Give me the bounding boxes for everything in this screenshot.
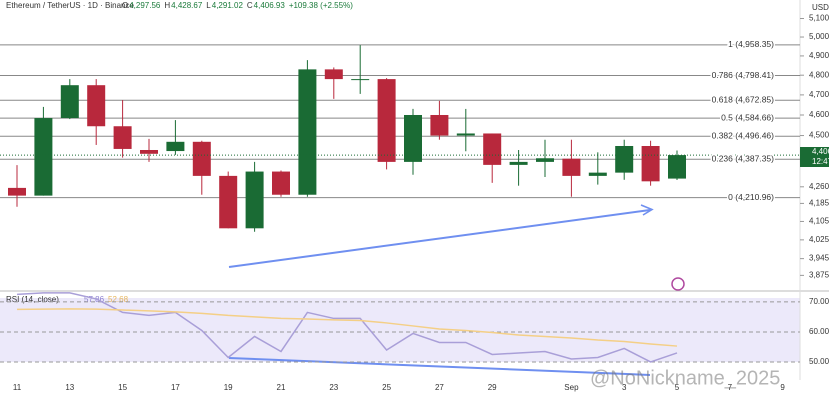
- price-tag-timer: 12:47: [812, 157, 829, 166]
- y-tick-label: 60.00: [809, 327, 829, 336]
- candle-body: [166, 141, 185, 152]
- logo-icon[interactable]: [671, 277, 685, 291]
- y-tick-label: 4,105: [809, 217, 829, 226]
- x-tick-label: 25: [382, 383, 391, 392]
- y-tick-label: 4,500: [809, 131, 829, 140]
- rsi-title: RSI (14, close): [6, 295, 59, 304]
- x-tick-label: 23: [329, 383, 338, 392]
- candle-body: [456, 133, 475, 136]
- candle-body: [272, 171, 290, 195]
- candle-body: [298, 69, 317, 195]
- candle-body: [245, 171, 264, 229]
- ohlc-key: C: [247, 1, 253, 10]
- trend-line: [228, 209, 651, 268]
- candle-body: [219, 175, 238, 229]
- x-tick-label: 27: [435, 383, 444, 392]
- rsi-line: [16, 308, 678, 347]
- ohlc-key: H: [164, 1, 170, 10]
- currency-label: USDT: [812, 3, 829, 12]
- y-tick-label: 4,800: [809, 70, 829, 79]
- candle-body: [60, 85, 79, 119]
- y-tick-label: 50.00: [809, 357, 829, 366]
- candle-body: [351, 79, 370, 81]
- y-tick-label: 4,025: [809, 235, 829, 244]
- candle-body: [536, 158, 554, 162]
- rsi-band: [0, 298, 800, 362]
- x-tick-label: 21: [277, 383, 286, 392]
- rsi-readout: 57.86: [84, 295, 105, 304]
- y-tick-label: 4,260: [809, 182, 829, 191]
- y-tick-label: 4,185: [809, 199, 829, 208]
- fib-label: 0.236 (4,387.35): [712, 154, 775, 164]
- x-tick-label: 29: [488, 383, 497, 392]
- candle-body: [430, 114, 449, 136]
- candle-body: [562, 158, 581, 176]
- y-tick-label: 4,700: [809, 90, 829, 99]
- candle-body: [377, 79, 396, 162]
- ohlc-value: 4,406.93: [254, 1, 286, 10]
- rsi-trend-line: [228, 357, 651, 376]
- y-tick-label: 3,945: [809, 254, 829, 263]
- candle-body: [404, 114, 422, 162]
- x-tick-label: 3: [622, 383, 627, 392]
- price-tag-price: 4,406: [812, 147, 829, 156]
- x-tick-label: 7: [728, 383, 733, 392]
- candle-body: [140, 149, 158, 154]
- x-tick-label: 15: [118, 383, 127, 392]
- candle-body: [615, 145, 634, 173]
- x-tick-label: 19: [224, 383, 233, 392]
- x-tick-label: 17: [171, 383, 180, 392]
- candle-body: [34, 118, 53, 196]
- candle-body: [87, 85, 106, 127]
- y-tick-label: 70.00: [809, 297, 829, 306]
- fib-label: 0.382 (4,496.46): [712, 131, 775, 141]
- ohlc-key: O: [122, 1, 128, 10]
- x-tick-label: Sep: [564, 383, 579, 392]
- x-tick-label: 5: [675, 383, 680, 392]
- candle-body: [113, 126, 132, 149]
- candle-body: [588, 172, 607, 176]
- candle-body: [324, 69, 343, 80]
- fib-label: 1 (4,958.35): [728, 39, 774, 49]
- watermark: @NoNickname_2025: [590, 367, 780, 389]
- candle-body: [509, 161, 528, 165]
- y-tick-label: 3,875: [809, 270, 829, 279]
- y-tick-label: 4,600: [809, 110, 829, 119]
- fib-label: 0 (4,210.96): [728, 192, 774, 202]
- x-tick-label: 11: [13, 383, 22, 392]
- ohlc-value: 4,428.67: [171, 1, 203, 10]
- ohlc-value: 4,297.56: [129, 1, 161, 10]
- candle-body: [192, 141, 211, 176]
- ohlc-key: L: [206, 1, 211, 10]
- fib-label: 0.618 (4,672.85): [712, 95, 775, 105]
- price-tag: [800, 147, 829, 167]
- change: +109.38 (+2.55%): [289, 1, 353, 10]
- y-tick-label: 5,000: [809, 32, 829, 41]
- candle-body: [668, 155, 686, 179]
- candle-body: [641, 145, 660, 182]
- fib-label: 0.786 (4,798.41): [712, 70, 775, 80]
- candle-body: [8, 187, 26, 196]
- y-tick-label: 4,900: [809, 51, 829, 60]
- ohlc-value: 4,291.02: [212, 1, 244, 10]
- x-tick-label: 9: [780, 383, 785, 392]
- y-tick-label: 5,100: [809, 14, 829, 23]
- x-tick-label: 13: [65, 383, 74, 392]
- candle-body: [483, 133, 502, 165]
- trend-arrow-head: [640, 204, 654, 216]
- rsi-ma-readout: 52.68: [108, 295, 129, 304]
- rsi-line: [16, 292, 678, 363]
- fib-label: 0.5 (4,584.66): [721, 112, 774, 122]
- chart-title: Ethereum / TetherUS · 1D · Binance: [6, 1, 134, 10]
